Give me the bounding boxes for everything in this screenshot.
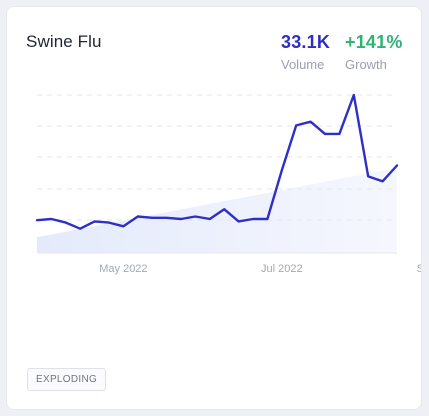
growth-metric: +141% Growth: [345, 31, 403, 73]
volume-value: 33.1K: [281, 32, 331, 52]
trend-area: [37, 167, 397, 253]
x-tick-label: Jul 2022: [261, 263, 303, 275]
topic-title: Swine Flu: [26, 32, 102, 51]
growth-label: Growth: [345, 57, 387, 72]
series-line: [35, 93, 399, 230]
x-tick-label: Sep 2022: [417, 263, 421, 275]
volume-label: Volume: [281, 57, 325, 72]
status-badge: EXPLODING: [27, 368, 107, 391]
volume-metric: 33.1K Volume: [281, 31, 330, 73]
trend-card[interactable]: Swine Flu 33.1K Volume +141% Growth May …: [7, 7, 421, 409]
x-tick-label: May 2022: [99, 263, 147, 275]
growth-value: +141%: [345, 32, 403, 52]
trend-chart: May 2022 Jul 2022 Sep 2022: [35, 93, 421, 275]
